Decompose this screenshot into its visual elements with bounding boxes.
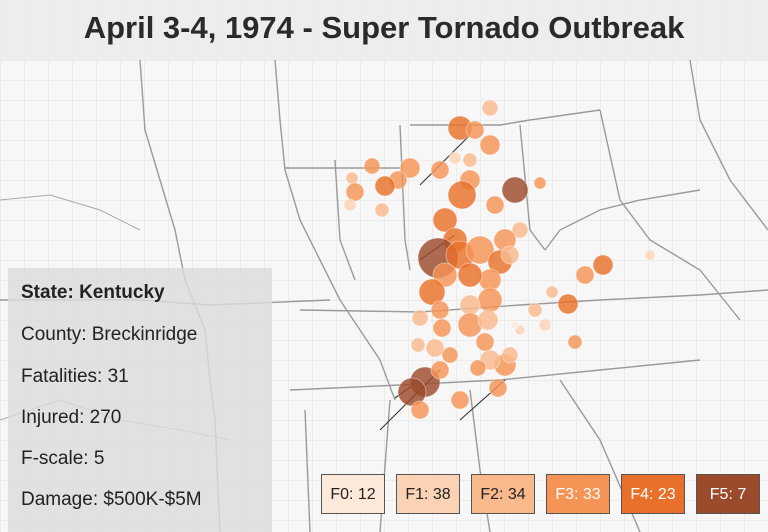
tornado-point[interactable] (501, 346, 519, 364)
tornado-point[interactable] (592, 254, 614, 276)
tornado-points[interactable] (343, 99, 656, 420)
tornado-point[interactable] (432, 318, 452, 338)
info-panel: State: Kentucky County: Breckinridge Fat… (8, 268, 272, 532)
tornado-point[interactable] (430, 360, 450, 380)
tornado-point[interactable] (479, 134, 501, 156)
tornado-point[interactable] (448, 151, 462, 165)
tornado-point[interactable] (500, 245, 520, 265)
legend-f5[interactable]: F5: 7 (696, 474, 760, 514)
tornado-point[interactable] (465, 235, 495, 265)
tornado-point[interactable] (430, 300, 450, 320)
tornado-point[interactable] (430, 160, 450, 180)
tornado-point[interactable] (459, 294, 481, 316)
legend-f0[interactable]: F0: 12 (321, 474, 385, 514)
tornado-point[interactable] (418, 278, 446, 306)
tornado-point[interactable] (410, 337, 426, 353)
info-county: County: Breckinridge (21, 324, 198, 345)
tornado-point[interactable] (441, 346, 459, 364)
tornado-point[interactable] (345, 171, 359, 185)
tornado-point[interactable] (447, 180, 477, 210)
tornado-point[interactable] (462, 152, 478, 168)
tornado-point[interactable] (469, 359, 487, 377)
tornado-point[interactable] (475, 332, 495, 352)
tornado-point[interactable] (501, 176, 529, 204)
tornado-point[interactable] (374, 175, 396, 197)
legend-f3[interactable]: F3: 33 (546, 474, 610, 514)
legend-f4[interactable]: F4: 23 (621, 474, 685, 514)
tornado-point[interactable] (363, 157, 381, 175)
tornado-point[interactable] (488, 378, 508, 398)
tornado-point[interactable] (644, 249, 656, 261)
tornado-point[interactable] (511, 221, 529, 239)
info-fscale: F-scale: 5 (21, 448, 105, 469)
tornado-point[interactable] (345, 182, 365, 202)
tornado-point[interactable] (399, 157, 421, 179)
tornado-point[interactable] (477, 309, 499, 331)
info-injured: Injured: 270 (21, 407, 122, 428)
tornado-point[interactable] (425, 338, 445, 358)
tornado-point[interactable] (533, 176, 547, 190)
tornado-point[interactable] (450, 390, 470, 410)
tornado-point[interactable] (457, 262, 483, 288)
page-title: April 3-4, 1974 - Super Tornado Outbreak (83, 10, 685, 45)
tornado-point[interactable] (575, 265, 595, 285)
tornado-point[interactable] (410, 400, 430, 420)
tornado-point[interactable] (432, 207, 458, 233)
tornado-point[interactable] (557, 293, 579, 315)
legend-f1[interactable]: F1: 38 (396, 474, 460, 514)
tornado-point[interactable] (545, 285, 559, 299)
tornado-point[interactable] (481, 99, 499, 117)
info-state: State: Kentucky (21, 282, 165, 303)
legend-f2[interactable]: F2: 34 (471, 474, 535, 514)
tornado-point[interactable] (510, 320, 520, 330)
tornado-point[interactable] (485, 195, 505, 215)
tornado-point[interactable] (343, 198, 357, 212)
tornado-point[interactable] (527, 302, 543, 318)
title-bar (0, 0, 768, 60)
tornado-point[interactable] (465, 120, 485, 140)
tornado-point[interactable] (567, 334, 583, 350)
info-damage: Damage: $500K-$5M (21, 489, 202, 510)
tornado-point[interactable] (411, 309, 429, 327)
tornado-point[interactable] (538, 318, 552, 332)
info-fatalities: Fatalities: 31 (21, 366, 129, 387)
tornado-point[interactable] (477, 287, 503, 313)
tornado-point[interactable] (374, 202, 390, 218)
